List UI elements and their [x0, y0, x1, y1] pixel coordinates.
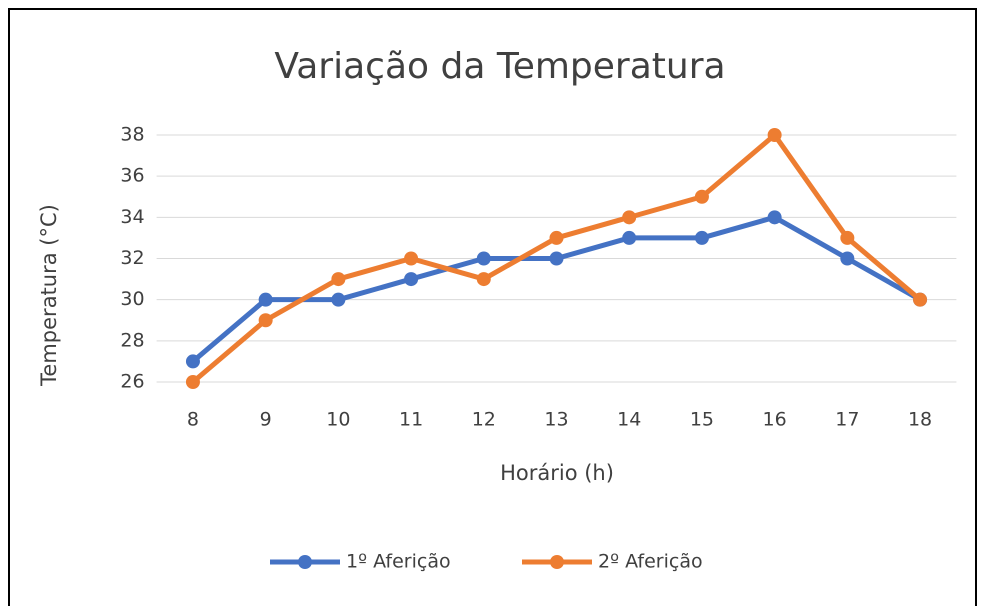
data-point	[476, 272, 491, 287]
y-tick-label: 26	[120, 371, 144, 393]
data-point	[622, 230, 637, 245]
data-point	[840, 251, 855, 266]
x-tick-label: 13	[544, 409, 568, 431]
x-tick-label: 8	[187, 409, 199, 431]
data-point	[549, 251, 564, 266]
legend-marker	[298, 555, 312, 569]
data-point	[767, 210, 782, 225]
data-point	[258, 292, 273, 307]
y-tick-label: 32	[120, 247, 144, 269]
y-tick-label: 36	[120, 165, 144, 187]
y-axis-label: Temperatura (°C)	[37, 204, 61, 387]
data-point	[258, 313, 273, 328]
data-point	[185, 375, 200, 389]
legend-label: 2º Aferição	[598, 551, 703, 573]
y-tick-label: 28	[120, 329, 144, 351]
data-point	[404, 272, 419, 287]
y-tick-label: 38	[120, 124, 144, 146]
data-point	[913, 292, 928, 307]
x-tick-label: 18	[908, 409, 932, 431]
x-tick-label: 15	[690, 409, 714, 431]
data-point	[694, 230, 709, 245]
x-tick-label: 9	[260, 409, 272, 431]
x-tick-label: 14	[617, 409, 641, 431]
data-point	[476, 251, 491, 266]
x-tick-label: 11	[399, 409, 423, 431]
data-point	[331, 272, 346, 287]
x-tick-label: 17	[835, 409, 859, 431]
data-point	[185, 354, 200, 369]
data-point	[549, 230, 564, 245]
legend-marker	[550, 555, 564, 569]
x-tick-label: 16	[763, 409, 787, 431]
x-axis-label: Horário (h)	[500, 461, 614, 485]
data-point	[840, 230, 855, 245]
y-tick-label: 30	[120, 288, 144, 310]
data-point	[331, 292, 346, 307]
chart-border	[8, 8, 977, 606]
x-tick-label: 12	[472, 409, 496, 431]
data-point	[694, 189, 709, 204]
chart-title: Variação da Temperatura	[274, 46, 725, 87]
data-point	[622, 210, 637, 225]
y-tick-label: 34	[120, 206, 144, 228]
data-point	[404, 251, 419, 266]
legend-label: 1º Aferição	[346, 551, 451, 573]
data-point	[767, 128, 782, 142]
x-tick-label: 10	[326, 409, 350, 431]
